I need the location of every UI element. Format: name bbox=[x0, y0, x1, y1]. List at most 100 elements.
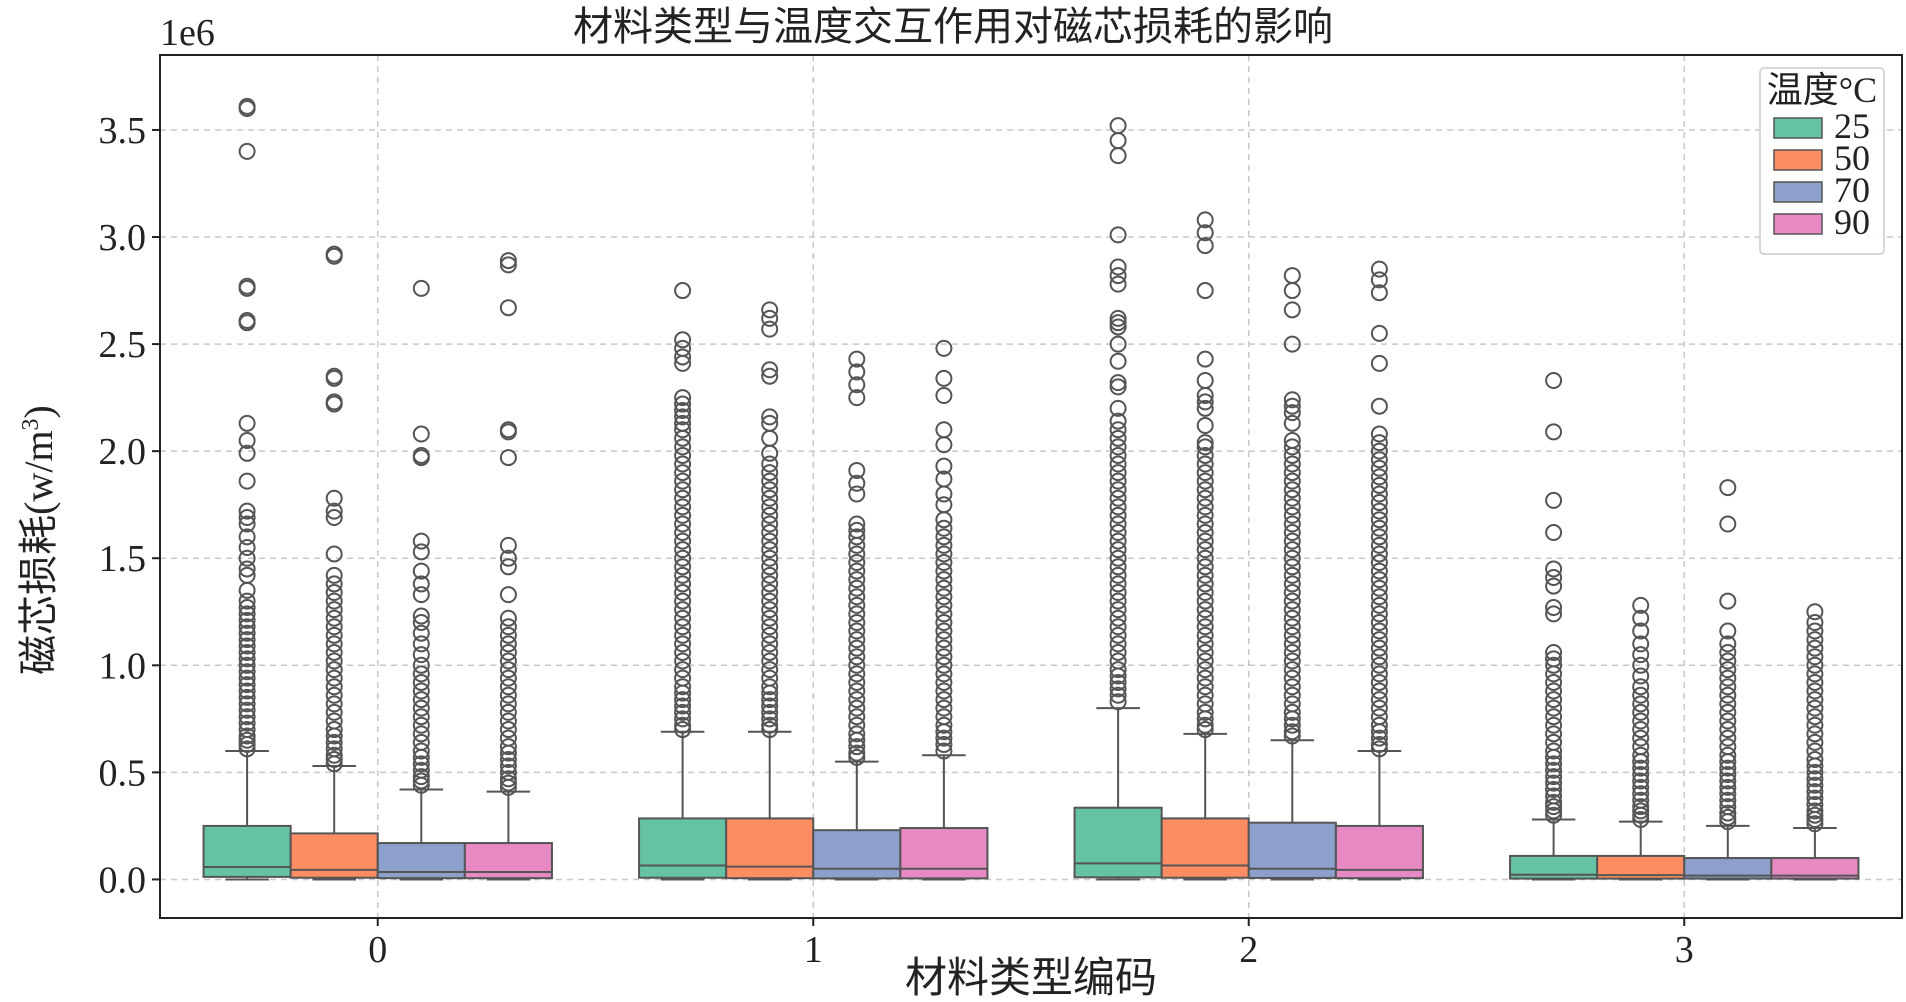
flier-point bbox=[1806, 770, 1824, 788]
flier-point bbox=[499, 586, 517, 604]
flier-point bbox=[935, 588, 953, 606]
flier-point bbox=[761, 455, 779, 473]
flier-point bbox=[1370, 260, 1388, 278]
flier-point bbox=[412, 716, 430, 734]
flier-point bbox=[674, 515, 692, 533]
flier-point bbox=[1632, 738, 1650, 756]
flier-point bbox=[238, 714, 256, 732]
flier-point bbox=[325, 746, 343, 764]
flier-point bbox=[1109, 117, 1127, 135]
flier-point bbox=[1632, 810, 1650, 828]
flier-point bbox=[1196, 584, 1214, 602]
flier-point bbox=[1196, 481, 1214, 499]
flier-point bbox=[1370, 729, 1388, 747]
box-90-2 bbox=[1334, 260, 1424, 881]
box-70-3 bbox=[1683, 479, 1773, 881]
flier-point bbox=[1196, 686, 1214, 704]
flier-point bbox=[848, 708, 866, 726]
flier-point bbox=[238, 100, 256, 118]
flier-point bbox=[1283, 282, 1301, 300]
box-50-1 bbox=[725, 301, 815, 881]
flier-point bbox=[848, 461, 866, 479]
flier-point bbox=[1632, 802, 1650, 820]
flier-point bbox=[1109, 498, 1127, 516]
flier-point bbox=[1283, 710, 1301, 728]
flier-point bbox=[1806, 733, 1824, 751]
x-tick-label: 2 bbox=[1239, 929, 1258, 971]
flier-point bbox=[1109, 506, 1127, 524]
flier-point bbox=[935, 613, 953, 631]
box-70-0 bbox=[376, 279, 466, 881]
flier-point bbox=[1109, 429, 1127, 447]
flier-point bbox=[238, 656, 256, 674]
flier-point bbox=[1719, 804, 1737, 822]
series-50 bbox=[289, 211, 1686, 881]
flier-point bbox=[412, 742, 430, 760]
flier-point bbox=[1370, 648, 1388, 666]
flier-point bbox=[1370, 682, 1388, 700]
flier-point bbox=[1283, 498, 1301, 516]
flier-point bbox=[848, 699, 866, 717]
flier-point bbox=[674, 592, 692, 610]
flier-point bbox=[1370, 451, 1388, 469]
flier-point bbox=[1632, 596, 1650, 614]
flier-point bbox=[1545, 708, 1563, 726]
flier-point bbox=[1196, 721, 1214, 739]
flier-point bbox=[1545, 781, 1563, 799]
flier-point bbox=[1196, 566, 1214, 584]
flier-point bbox=[1283, 506, 1301, 524]
flier-point bbox=[412, 575, 430, 593]
flier-point bbox=[1719, 592, 1737, 610]
box-90-3 bbox=[1770, 603, 1860, 881]
flier-point bbox=[1370, 736, 1388, 754]
flier-point bbox=[238, 431, 256, 449]
flier-point bbox=[1196, 661, 1214, 679]
flier-point bbox=[499, 558, 517, 576]
flier-point bbox=[1283, 566, 1301, 584]
flier-point bbox=[499, 423, 517, 441]
flier-point bbox=[1632, 772, 1650, 790]
flier-point bbox=[1283, 472, 1301, 490]
flier-point bbox=[1109, 226, 1127, 244]
flier-point bbox=[935, 545, 953, 563]
flier-point bbox=[1545, 673, 1563, 691]
flier-point bbox=[1545, 793, 1563, 811]
flier-point bbox=[761, 626, 779, 644]
flier-point bbox=[1719, 703, 1737, 721]
flier-point bbox=[848, 596, 866, 614]
flier-point bbox=[935, 648, 953, 666]
flier-point bbox=[238, 669, 256, 687]
flier-point bbox=[1283, 549, 1301, 567]
flier-point bbox=[325, 618, 343, 636]
flier-point bbox=[761, 684, 779, 702]
flier-point bbox=[412, 425, 430, 443]
flier-point bbox=[499, 643, 517, 661]
series-25 bbox=[202, 97, 1599, 881]
flier-point bbox=[674, 421, 692, 439]
flier-point bbox=[412, 748, 430, 766]
flier-point bbox=[935, 339, 953, 357]
flier-point bbox=[674, 716, 692, 734]
flier-point bbox=[935, 673, 953, 691]
flier-point bbox=[1370, 723, 1388, 741]
flier-point bbox=[1196, 703, 1214, 721]
flier-point bbox=[1283, 438, 1301, 456]
flier-point bbox=[499, 695, 517, 713]
flier-point bbox=[325, 502, 343, 520]
flier-point bbox=[1109, 446, 1127, 464]
flier-point bbox=[1806, 716, 1824, 734]
flier-point bbox=[1545, 768, 1563, 786]
flier-point bbox=[1806, 789, 1824, 807]
flier-point bbox=[1283, 489, 1301, 507]
flier-point bbox=[1196, 371, 1214, 389]
flier-point bbox=[935, 665, 953, 683]
flier-point bbox=[1806, 802, 1824, 820]
flier-point bbox=[238, 643, 256, 661]
flier-point bbox=[1283, 391, 1301, 409]
box-50-0 bbox=[289, 245, 379, 881]
flier-point bbox=[1632, 695, 1650, 713]
flier-point bbox=[1109, 618, 1127, 636]
flier-point bbox=[935, 496, 953, 514]
flier-point bbox=[1545, 699, 1563, 717]
box-body bbox=[1073, 806, 1163, 879]
